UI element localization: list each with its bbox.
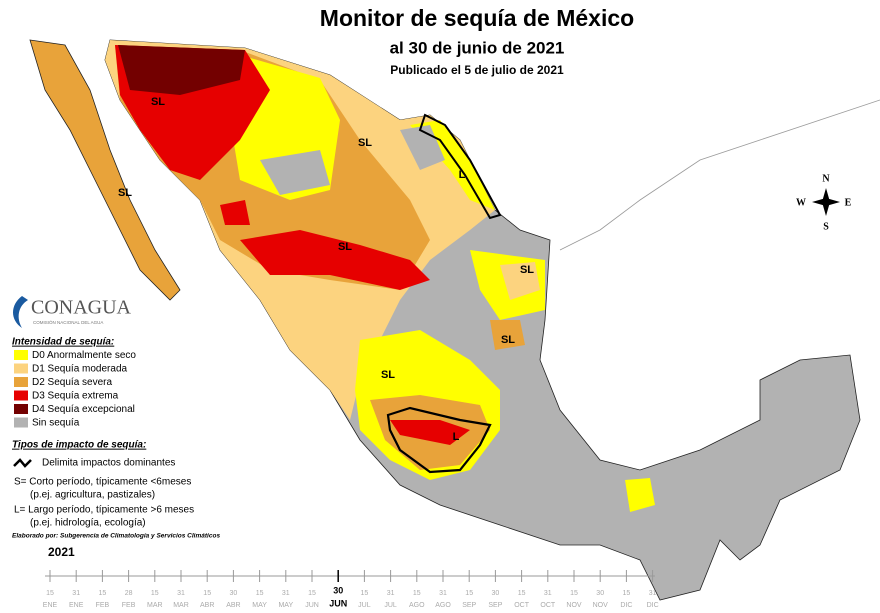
timeline-day: 31 bbox=[544, 590, 552, 597]
legend-swatch bbox=[14, 404, 28, 414]
credit: Elaborado por: Subgerencia de Climatolog… bbox=[12, 533, 220, 540]
timeline-day: 15 bbox=[570, 590, 578, 597]
timeline-month: MAY bbox=[278, 602, 293, 609]
compass-e: E bbox=[845, 197, 852, 208]
timeline-day: 15 bbox=[46, 590, 54, 597]
timeline-month: JUL bbox=[384, 602, 397, 609]
timeline-day: 15 bbox=[151, 590, 159, 597]
legend-label: D2 Sequía severa bbox=[32, 377, 112, 388]
timeline-month: JUL bbox=[358, 602, 371, 609]
timeline-day: 15 bbox=[361, 590, 369, 597]
impact-title: Tipos de impacto de sequía: bbox=[12, 440, 146, 451]
timeline-month: SEP bbox=[462, 602, 476, 609]
logo: CONAGUA COMISIÓN NACIONAL DEL AGUA bbox=[13, 296, 132, 328]
legend-swatch bbox=[14, 363, 28, 374]
map-label: L bbox=[453, 431, 460, 443]
timeline-day: 31 bbox=[282, 590, 290, 597]
legend-swatch bbox=[14, 350, 28, 360]
timeline-day: 15 bbox=[203, 590, 211, 597]
compass-s: S bbox=[823, 221, 829, 232]
map-label: SL bbox=[151, 96, 165, 108]
timeline-day: 31 bbox=[387, 590, 395, 597]
timeline-month: ABR bbox=[200, 602, 214, 609]
map-label: SL bbox=[358, 137, 372, 149]
timeline-month: MAR bbox=[173, 602, 189, 609]
map-label: L bbox=[459, 169, 466, 181]
timeline-month: AGO bbox=[435, 602, 451, 609]
compass-w: W bbox=[796, 197, 806, 208]
map-label: SL bbox=[118, 187, 132, 199]
compass: N E S W bbox=[796, 173, 852, 232]
legend-label: D4 Sequía excepcional bbox=[32, 404, 135, 415]
map-label: SL bbox=[520, 264, 534, 276]
timeline-month: OCT bbox=[514, 602, 530, 609]
timeline-day: 30 bbox=[230, 590, 238, 597]
map-label: SL bbox=[381, 369, 395, 381]
timeline-day: 15 bbox=[413, 590, 421, 597]
timeline-day: 31 bbox=[177, 590, 185, 597]
timeline-month: SEP bbox=[488, 602, 502, 609]
logo-name: CONAGUA bbox=[31, 297, 132, 319]
timeline-day: 30 bbox=[596, 590, 604, 597]
legend-label: D3 Sequía extrema bbox=[32, 391, 119, 402]
legend-label: D1 Sequía moderada bbox=[32, 364, 128, 375]
short: S= Corto período, típicamente <6meses bbox=[14, 477, 191, 488]
timeline-month: OCT bbox=[540, 602, 556, 609]
timeline-month: ABR bbox=[226, 602, 240, 609]
timeline-month: DIC bbox=[620, 602, 632, 609]
timeline-day: 31 bbox=[72, 590, 80, 597]
delimits: Delimita impactos dominantes bbox=[42, 458, 175, 469]
timeline-day: 28 bbox=[125, 590, 133, 597]
timeline-day: 15 bbox=[465, 590, 473, 597]
legend-title: Intensidad de sequía: bbox=[12, 337, 114, 348]
published: Publicado el 5 de julio de 2021 bbox=[390, 63, 564, 77]
map-labels: SL SL SL L SL SL SL SL L bbox=[118, 96, 534, 443]
timeline-day: 15 bbox=[256, 590, 264, 597]
timeline-month: ENE bbox=[69, 602, 84, 609]
map-label: SL bbox=[338, 241, 352, 253]
timeline-day: 15 bbox=[99, 590, 107, 597]
timeline: 2021 15 ENE 31 ENE 15 FEB 28 FEB 15 MAR 31 MAR 15 ABR… bbox=[43, 545, 659, 609]
timeline-year: 2021 bbox=[48, 545, 75, 559]
legend-swatch bbox=[14, 417, 28, 428]
timeline-month: MAR bbox=[147, 602, 163, 609]
timeline-month: DIC bbox=[647, 602, 659, 609]
legend-swatch bbox=[14, 377, 28, 387]
legend: Intensidad de sequía: Tipos de impacto d… bbox=[12, 337, 220, 540]
timeline-day: 31 bbox=[439, 590, 447, 597]
compass-n: N bbox=[822, 173, 830, 184]
timeline-month: FEB bbox=[96, 602, 110, 609]
subtitle: al 30 de junio de 2021 bbox=[390, 38, 565, 57]
timeline-day: 30 bbox=[492, 590, 500, 597]
timeline-month: JUN bbox=[305, 602, 319, 609]
timeline-month: JUN bbox=[329, 598, 347, 608]
map bbox=[29, 39, 880, 601]
timeline-day: 31 bbox=[649, 590, 657, 597]
timeline-day: 15 bbox=[518, 590, 526, 597]
short-example: (p.ej. agricultura, pastizales) bbox=[30, 490, 155, 501]
timeline-month: NOV bbox=[593, 602, 609, 609]
timeline-day: 30 bbox=[333, 585, 343, 595]
timeline-month: ENE bbox=[43, 602, 58, 609]
timeline-month: AGO bbox=[409, 602, 425, 609]
map-label: SL bbox=[501, 334, 515, 346]
long: L= Largo período, típicamente >6 meses bbox=[14, 505, 194, 516]
legend-label: D0 Anormalmente seco bbox=[32, 350, 136, 361]
title: Monitor de sequía de México bbox=[320, 5, 634, 31]
timeline-month: FEB bbox=[122, 602, 136, 609]
timeline-month: MAY bbox=[252, 602, 267, 609]
logo-tagline: COMISIÓN NACIONAL DEL AGUA bbox=[33, 319, 103, 325]
timeline-day: 15 bbox=[623, 590, 631, 597]
timeline-day: 15 bbox=[308, 590, 316, 597]
legend-label: Sin sequía bbox=[32, 418, 80, 429]
long-example: (p.ej. hidrología, ecología) bbox=[30, 518, 146, 529]
timeline-month: NOV bbox=[566, 602, 582, 609]
legend-swatch bbox=[14, 390, 28, 401]
